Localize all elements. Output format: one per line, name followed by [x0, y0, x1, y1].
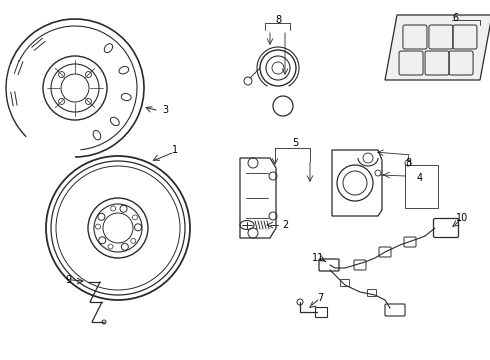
- Text: 4: 4: [417, 173, 423, 183]
- Text: 9: 9: [65, 275, 71, 285]
- Text: 1: 1: [172, 145, 178, 155]
- Text: 6: 6: [452, 13, 458, 23]
- Text: 3: 3: [162, 105, 168, 115]
- Text: 7: 7: [317, 293, 323, 303]
- Polygon shape: [385, 15, 490, 80]
- Bar: [405, 165, 438, 208]
- Text: 8: 8: [275, 15, 281, 25]
- Text: 2: 2: [282, 220, 288, 230]
- Text: 8: 8: [405, 158, 411, 168]
- Bar: [315, 307, 327, 317]
- Text: 5: 5: [292, 138, 298, 148]
- Text: 11: 11: [312, 253, 324, 263]
- Text: 10: 10: [456, 213, 468, 223]
